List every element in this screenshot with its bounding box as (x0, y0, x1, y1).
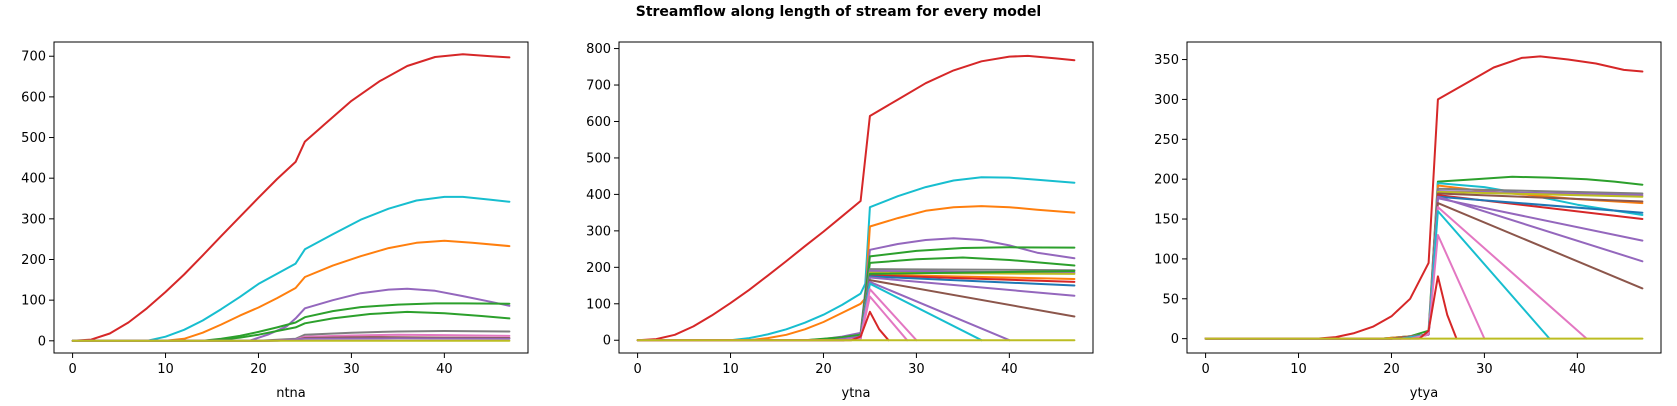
x-tick-label: 20 (815, 362, 832, 377)
y-tick-label: 500 (586, 151, 611, 166)
y-tick-label: 200 (586, 261, 611, 276)
x-axis-label: ytya (1410, 386, 1438, 401)
x-tick-label: 0 (68, 362, 76, 377)
series-line-16 (636, 280, 1011, 342)
x-tick-label: 30 (908, 362, 925, 377)
x-tick-label: 10 (1290, 362, 1307, 377)
y-tick-label: 400 (586, 188, 611, 203)
y-tick-label: 800 (586, 42, 611, 57)
y-tick-label: 200 (1154, 173, 1179, 188)
y-tick-label: 100 (21, 294, 46, 309)
x-tick-label: 40 (1569, 362, 1586, 377)
y-tick-label: 600 (21, 90, 46, 105)
series-line-2 (71, 195, 511, 342)
y-tick-label: 250 (1154, 133, 1179, 148)
y-tick-label: 50 (1162, 292, 1179, 307)
plot-frame (53, 41, 529, 354)
series-line-6 (71, 310, 511, 342)
y-tick-label: 600 (586, 115, 611, 130)
series-group (71, 53, 511, 342)
x-tick-label: 0 (1201, 362, 1209, 377)
x-tick-label: 40 (1001, 362, 1018, 377)
x-axis-label: ytna (842, 386, 871, 401)
series-line-15 (1204, 210, 1551, 340)
series-line-16 (1204, 234, 1486, 340)
series-group (1204, 55, 1644, 340)
series-line-10 (636, 273, 1076, 342)
series-line-11 (636, 274, 1076, 342)
series-line-12 (1204, 195, 1644, 340)
plot-frame (618, 41, 1094, 354)
x-axis-label: ntna (276, 386, 306, 401)
series-line-13 (636, 275, 1076, 342)
series-group (636, 54, 1076, 342)
series-line-1 (1204, 55, 1644, 340)
figure-title: Streamflow along length of stream for ev… (635, 4, 1042, 20)
y-tick-label: 400 (21, 172, 46, 187)
x-tick-label: 20 (1383, 362, 1400, 377)
plot-frame (1186, 41, 1662, 354)
y-tick-label: 700 (586, 79, 611, 94)
series-line-8 (1204, 192, 1644, 340)
series-line-5 (636, 246, 1076, 342)
x-tick-label: 10 (722, 362, 739, 377)
y-tick-label: 300 (21, 212, 46, 227)
series-line-1 (636, 54, 1076, 342)
x-tick-label: 30 (343, 362, 360, 377)
series-line-17 (636, 282, 983, 342)
x-tick-label: 0 (633, 362, 641, 377)
y-tick-label: 200 (21, 253, 46, 268)
series-line-9 (1204, 194, 1644, 340)
y-tick-label: 0 (603, 334, 611, 349)
subplot-3: 0 10 20 30 40 0 50 100 150 200 250 300 350 ytya (1154, 41, 1662, 401)
series-line-14 (1204, 206, 1588, 340)
series-line-6 (1204, 190, 1644, 340)
series-line-17 (1204, 275, 1458, 340)
y-tick-label: 100 (1154, 252, 1179, 267)
x-tick-label: 30 (1476, 362, 1493, 377)
series-line-7 (1204, 190, 1644, 340)
x-tick-label: 20 (250, 362, 267, 377)
y-tick-label: 300 (1154, 93, 1179, 108)
x-tick-label: 40 (436, 362, 453, 377)
series-line-2 (636, 176, 1076, 342)
y-tick-label: 100 (586, 297, 611, 312)
y-tick-label: 500 (21, 131, 46, 146)
series-line-14 (636, 276, 1076, 342)
y-tick-label: 0 (38, 334, 46, 349)
series-line-1 (71, 53, 511, 342)
series-line-11 (1204, 197, 1644, 340)
y-tick-label: 150 (1154, 213, 1179, 228)
y-tick-label: 0 (1171, 332, 1179, 347)
y-tick-label: 350 (1154, 53, 1179, 68)
y-tick-label: 700 (21, 50, 46, 65)
series-line-4 (71, 287, 511, 342)
x-tick-label: 10 (157, 362, 174, 377)
y-tick-label: 300 (586, 224, 611, 239)
series-line-10 (1204, 195, 1644, 340)
series-line-2 (1204, 175, 1644, 340)
series-line-3 (71, 239, 511, 342)
